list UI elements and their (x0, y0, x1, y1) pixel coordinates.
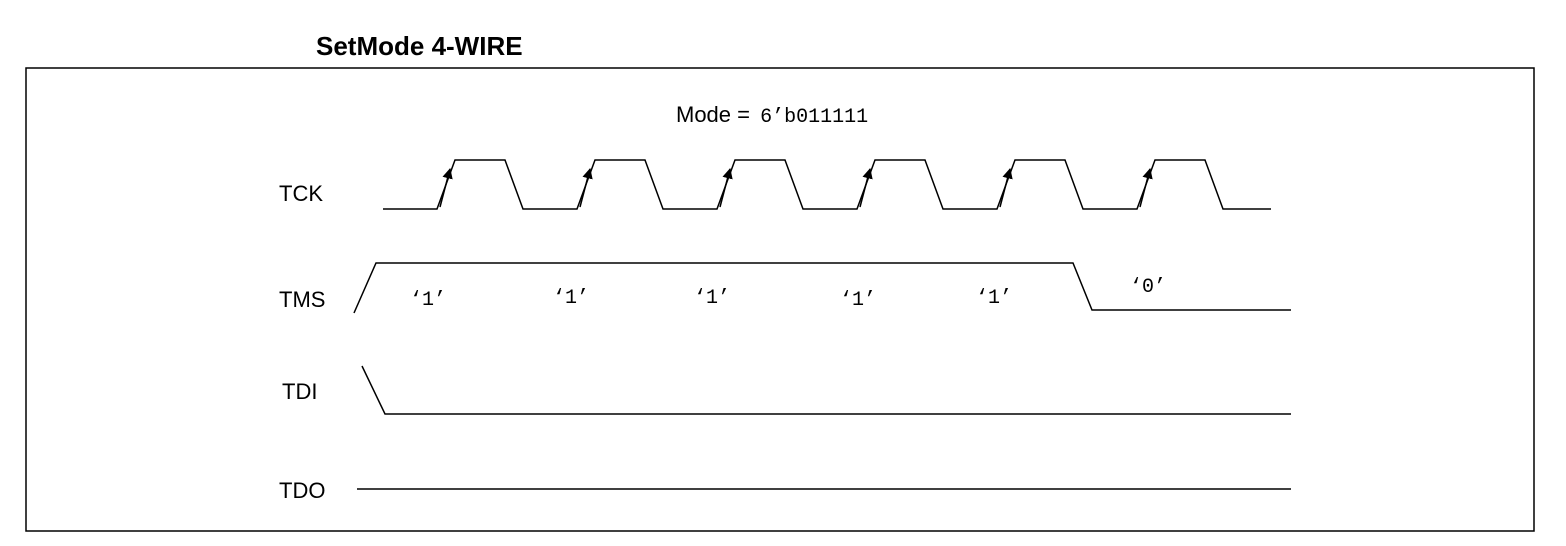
tdi-waveform (361, 365, 1291, 415)
tck-rising-edge-arrow (719, 167, 733, 208)
signal-name-tms: TMS (279, 287, 325, 312)
tck-rising-edge-arrow (439, 167, 453, 208)
signal-name-tdi: TDI (282, 379, 317, 404)
tck-rising-edge-arrow (859, 167, 873, 208)
tck-wave-line (383, 159, 1271, 210)
diagram-frame (25, 67, 1535, 532)
tms-bit-label: ‘1’ (694, 287, 730, 310)
tms-bit-label: ‘1’ (976, 287, 1012, 310)
tms-bit-label: ‘1’ (410, 289, 446, 312)
tms-waveform (353, 262, 1291, 314)
tck-rising-edge-arrow (999, 167, 1013, 208)
signal-name-tdo: TDO (279, 478, 325, 503)
tms-bit-labels: ‘1’ ‘1’ ‘1’ ‘1’ ‘1’ ‘0’ (410, 276, 1166, 312)
tms-bit-label: ‘1’ (553, 287, 589, 310)
tdi-wave-line (361, 365, 1291, 415)
tms-wave-line (353, 262, 1291, 314)
diagram-title: SetMode 4-WIRE (316, 31, 523, 61)
tck-rising-edge-arrow (1139, 167, 1153, 208)
tck-waveform (383, 159, 1271, 210)
mode-label: Mode = (676, 102, 756, 127)
mode-line: Mode = 6’b011111 (676, 102, 868, 129)
tms-bit-label: ‘0’ (1130, 276, 1166, 299)
tck-rising-edge-arrow (579, 167, 593, 208)
tms-bit-label: ‘1’ (840, 289, 876, 312)
signal-name-tck: TCK (279, 181, 323, 206)
mode-value: 6’b011111 (760, 106, 868, 129)
